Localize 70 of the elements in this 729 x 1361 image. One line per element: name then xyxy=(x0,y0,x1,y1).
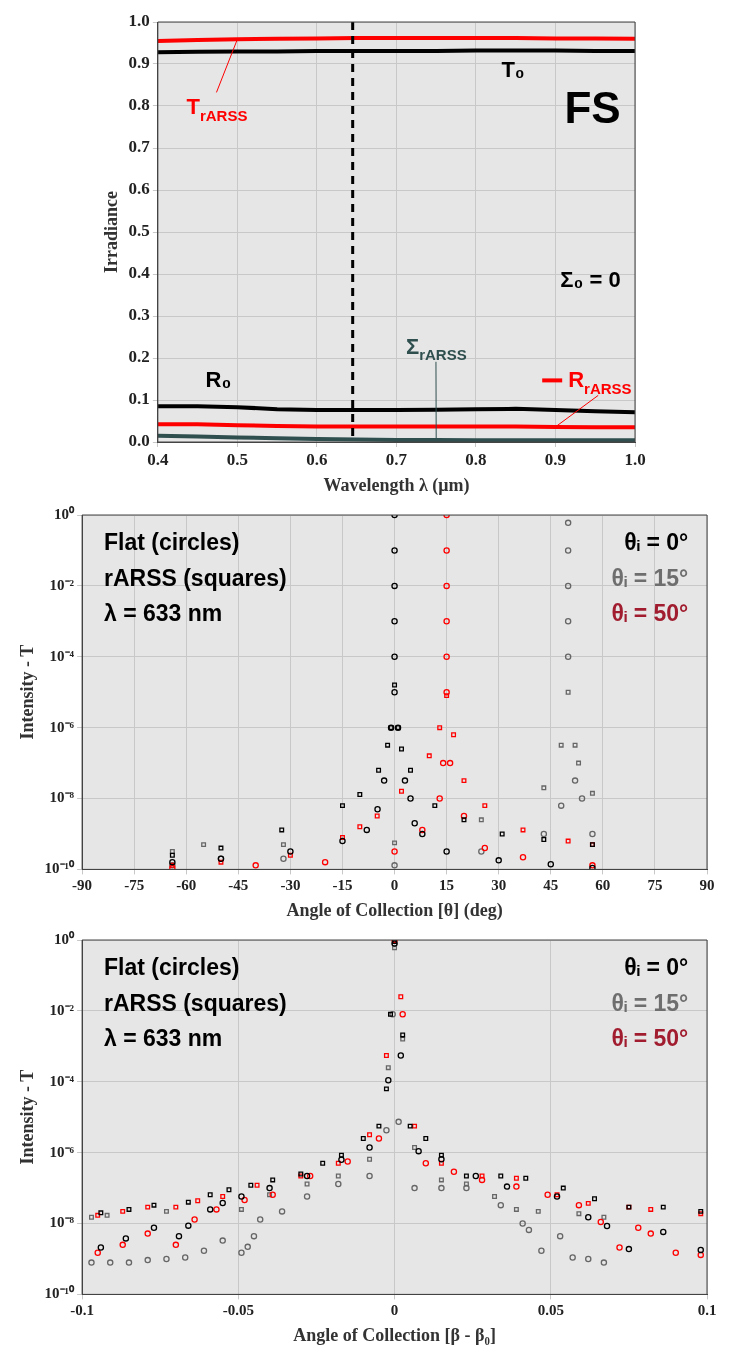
y-tick-label: 10⁻⁶ xyxy=(49,718,75,735)
y-tick-label: 0.9 xyxy=(128,53,150,73)
annotation: θᵢ = 0° xyxy=(624,954,689,981)
annotation: θᵢ = 50° xyxy=(611,1025,689,1052)
y-tick-label: 10⁻² xyxy=(49,1001,75,1018)
x-tick-label: -0.1 xyxy=(70,1302,94,1319)
y-axis-title: Irradiance xyxy=(101,191,122,273)
annotation: θᵢ = 15° xyxy=(611,989,689,1016)
y-tick-label: 0.0 xyxy=(128,431,150,451)
y-tick-label: 0.5 xyxy=(128,221,150,241)
series-label: T₀ xyxy=(501,56,525,82)
y-tick-label: 10⁻⁴ xyxy=(49,1072,75,1089)
y-tick-label: 0.8 xyxy=(128,95,150,115)
y-axis-title: Intensity - T xyxy=(17,1069,38,1165)
y-tick-label: 10⁻⁸ xyxy=(49,1214,75,1231)
y-tick-label: 0.2 xyxy=(128,347,150,367)
x-axis-title: Wavelength λ (μm) xyxy=(323,474,470,496)
annotation: θᵢ = 0° xyxy=(624,529,689,556)
x-tick-label: 30 xyxy=(491,877,507,894)
annotation: Flat (circles) xyxy=(103,529,240,556)
y-tick-label: 10⁻¹⁰ xyxy=(44,1284,76,1302)
annotation: rARSS (squares) xyxy=(103,989,287,1016)
x-tick-label: -60 xyxy=(176,877,197,894)
y-tick-label: 10⁻⁶ xyxy=(49,1143,75,1160)
y-tick-label: 0.1 xyxy=(128,389,150,409)
y-tick-label: 0.7 xyxy=(128,137,151,157)
x-tick-label: 1.0 xyxy=(624,449,646,469)
y-tick-label: 10⁻² xyxy=(49,576,75,593)
x-tick-label: 0.9 xyxy=(544,449,567,469)
x-tick-label: 0.6 xyxy=(306,449,328,469)
x-tick-label: 0.5 xyxy=(226,449,248,469)
y-tick-label: 10⁰ xyxy=(54,504,76,522)
y-tick-label: 0.4 xyxy=(128,263,151,283)
x-tick-label: 90 xyxy=(699,877,715,894)
y-tick-label: 0.3 xyxy=(128,305,150,325)
annotation: λ = 633 nm xyxy=(103,1025,223,1052)
y-tick-label: 10⁰ xyxy=(54,929,76,947)
y-axis-title: Intensity - T xyxy=(17,644,38,740)
y-tick-label: 1.0 xyxy=(128,11,150,31)
x-tick-label: 0.7 xyxy=(385,449,408,469)
x-tick-label: 0.4 xyxy=(147,449,169,469)
x-tick-label: -75 xyxy=(124,877,145,894)
x-tick-label: 0 xyxy=(390,1302,399,1319)
x-tick-label: 15 xyxy=(439,877,455,894)
x-tick-label: -90 xyxy=(72,877,93,894)
y-tick-label: 10⁻¹⁰ xyxy=(44,859,76,877)
x-tick-label: 0 xyxy=(390,877,399,894)
x-axis-title: Angle of Collection [θ] (deg) xyxy=(286,899,503,921)
x-tick-label: 60 xyxy=(595,877,611,894)
series-label: R₀ xyxy=(205,367,232,393)
annotation: θᵢ = 15° xyxy=(611,564,689,591)
x-tick-label: -30 xyxy=(280,877,301,894)
x-tick-label: 45 xyxy=(543,877,559,894)
x-tick-label: 0.1 xyxy=(697,1302,717,1319)
x-tick-label: -15 xyxy=(332,877,353,894)
x-tick-label: -0.05 xyxy=(222,1302,254,1319)
annotation: λ = 633 nm xyxy=(103,600,223,627)
annotation: rARSS (squares) xyxy=(103,564,287,591)
annotation: Σ₀ = 0 xyxy=(560,266,621,292)
y-tick-label: 10⁻⁴ xyxy=(49,647,75,664)
annotation: Flat (circles) xyxy=(103,954,240,981)
annotation: FS xyxy=(564,82,621,132)
x-tick-label: -45 xyxy=(228,877,249,894)
x-axis-title: Angle of Collection [β - β₀] xyxy=(293,1324,496,1345)
x-tick-label: 75 xyxy=(647,877,663,894)
y-tick-label: 0.6 xyxy=(128,179,150,199)
x-tick-label: 0.8 xyxy=(465,449,487,469)
y-tick-label: 10⁻⁸ xyxy=(49,789,75,806)
annotation: θᵢ = 50° xyxy=(611,600,689,627)
x-tick-label: 0.05 xyxy=(537,1302,564,1319)
